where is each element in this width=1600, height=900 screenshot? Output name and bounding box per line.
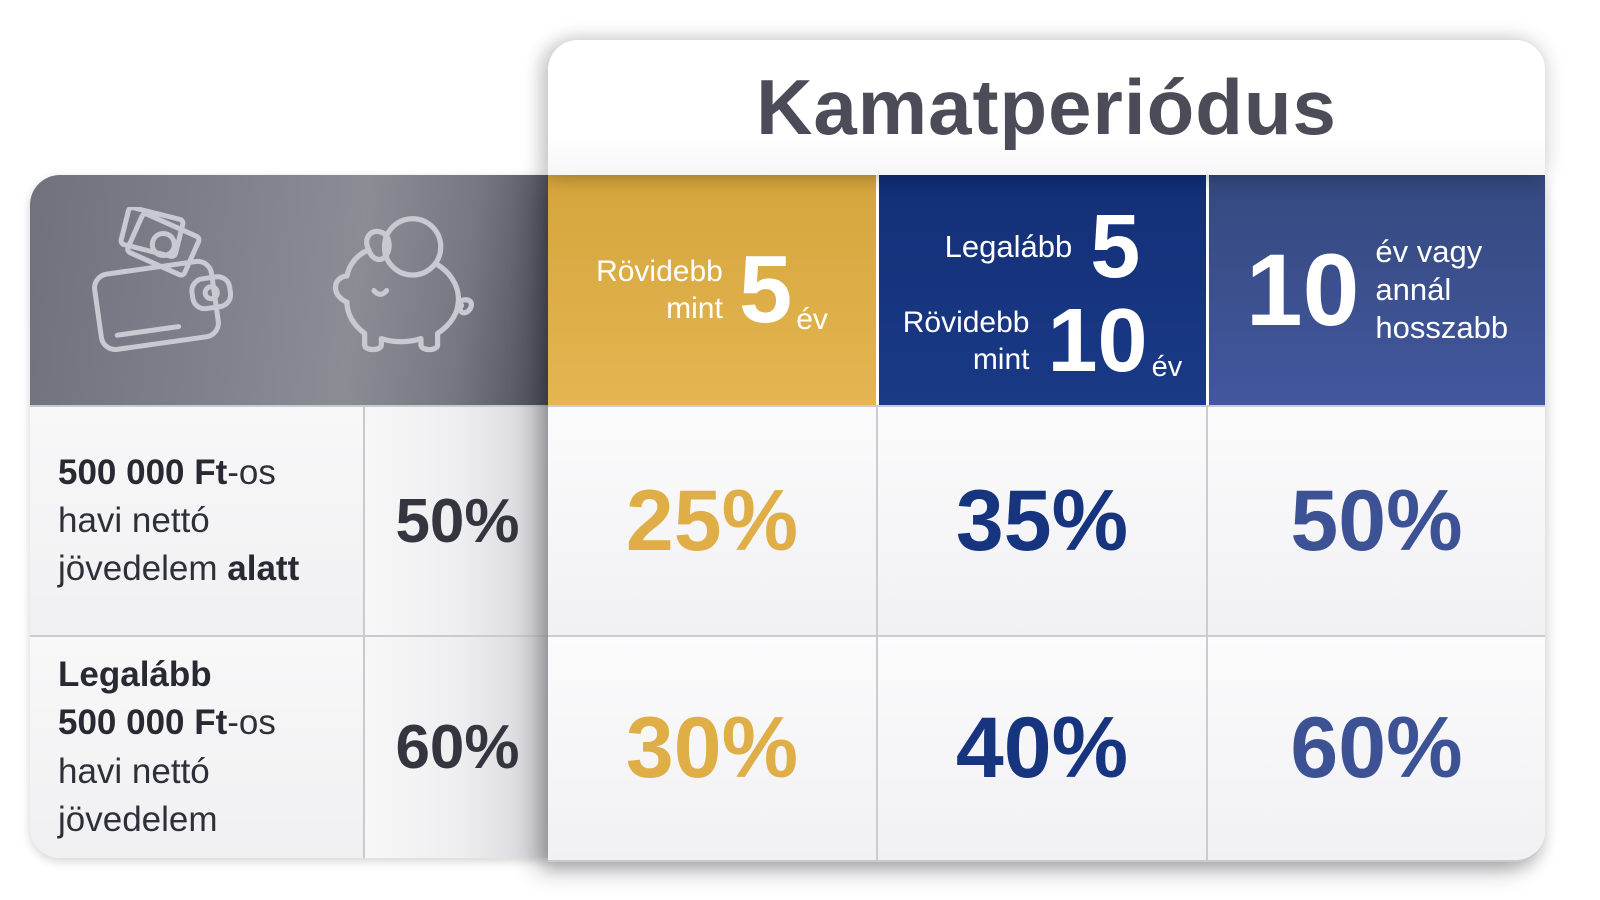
value-cell: 35% (876, 405, 1206, 635)
value-cell: 40% (876, 635, 1206, 860)
header-text: Legalább (944, 229, 1073, 264)
column-5-to-10-years: Legalább 5 Rövidebb mint 10 év 35% 40% (876, 175, 1206, 860)
header-unit: év (796, 303, 828, 336)
title-card: Kamatperiódus (548, 40, 1545, 175)
table-row: Legalább 500 000 Ft-os havi nettó jövede… (30, 635, 550, 858)
header-text: Rövidebb (596, 254, 723, 288)
column-header-10-years-or-more: 10 év vagy annál hosszabb (1206, 175, 1545, 405)
income-header (30, 175, 550, 405)
value-cell: 60% (1206, 635, 1545, 860)
income-panel: 500 000 Ft-os havi nettó jövedelem alatt… (30, 175, 550, 858)
base-ratio-row1: 50% (363, 407, 550, 635)
header-number: 5 (1090, 197, 1141, 297)
label-text: -os (227, 452, 276, 492)
header-text: annál (1375, 272, 1452, 308)
header-text: év vagy (1375, 234, 1483, 270)
label-text: -os (227, 703, 276, 743)
label-text: 500 000 Ft (58, 703, 228, 743)
table-row: 500 000 Ft-os havi nettó jövedelem alatt… (30, 405, 550, 635)
value-cell: 30% (548, 635, 876, 860)
label-text: Legalább (58, 654, 212, 694)
header-unit: év (1151, 350, 1183, 383)
row-label-atleast-500k: Legalább 500 000 Ft-os havi nettó jövede… (30, 637, 363, 858)
label-text: alatt (227, 549, 300, 589)
column-10-years-or-more: 10 év vagy annál hosszabb 50% 60% (1206, 175, 1545, 860)
row-label-under-500k: 500 000 Ft-os havi nettó jövedelem alatt (30, 407, 363, 635)
header-text: mint (972, 343, 1030, 376)
column-header-5-to-10-years: Legalább 5 Rövidebb mint 10 év (876, 175, 1206, 405)
column-header-under-5-years: Rövidebb mint 5 év (548, 175, 876, 405)
wallet-icon (92, 207, 234, 352)
label-text: jövedelem (58, 549, 228, 589)
piggy-bank-icon (332, 216, 474, 353)
label-text: jövedelem (58, 799, 218, 839)
base-ratio-row2: 60% (363, 637, 550, 858)
label-text: 500 000 Ft (58, 452, 228, 492)
label-text: havi nettó (58, 500, 210, 540)
header-number: 10 (1047, 291, 1148, 391)
header-text: Rövidebb (902, 305, 1030, 339)
header-text: hosszabb (1375, 309, 1509, 345)
value-cell: 50% (1206, 405, 1545, 635)
header-number: 5 (738, 236, 793, 343)
interest-period-table: Rövidebb mint 5 év 25% 30% Legalább 5 (548, 175, 1545, 862)
column-under-5-years: Rövidebb mint 5 év 25% 30% (548, 175, 876, 860)
header-number: 10 (1245, 233, 1360, 347)
value-cell: 25% (548, 405, 876, 635)
label-text: havi nettó (58, 751, 210, 791)
header-text: mint (666, 292, 723, 325)
page-title: Kamatperiódus (756, 63, 1337, 151)
